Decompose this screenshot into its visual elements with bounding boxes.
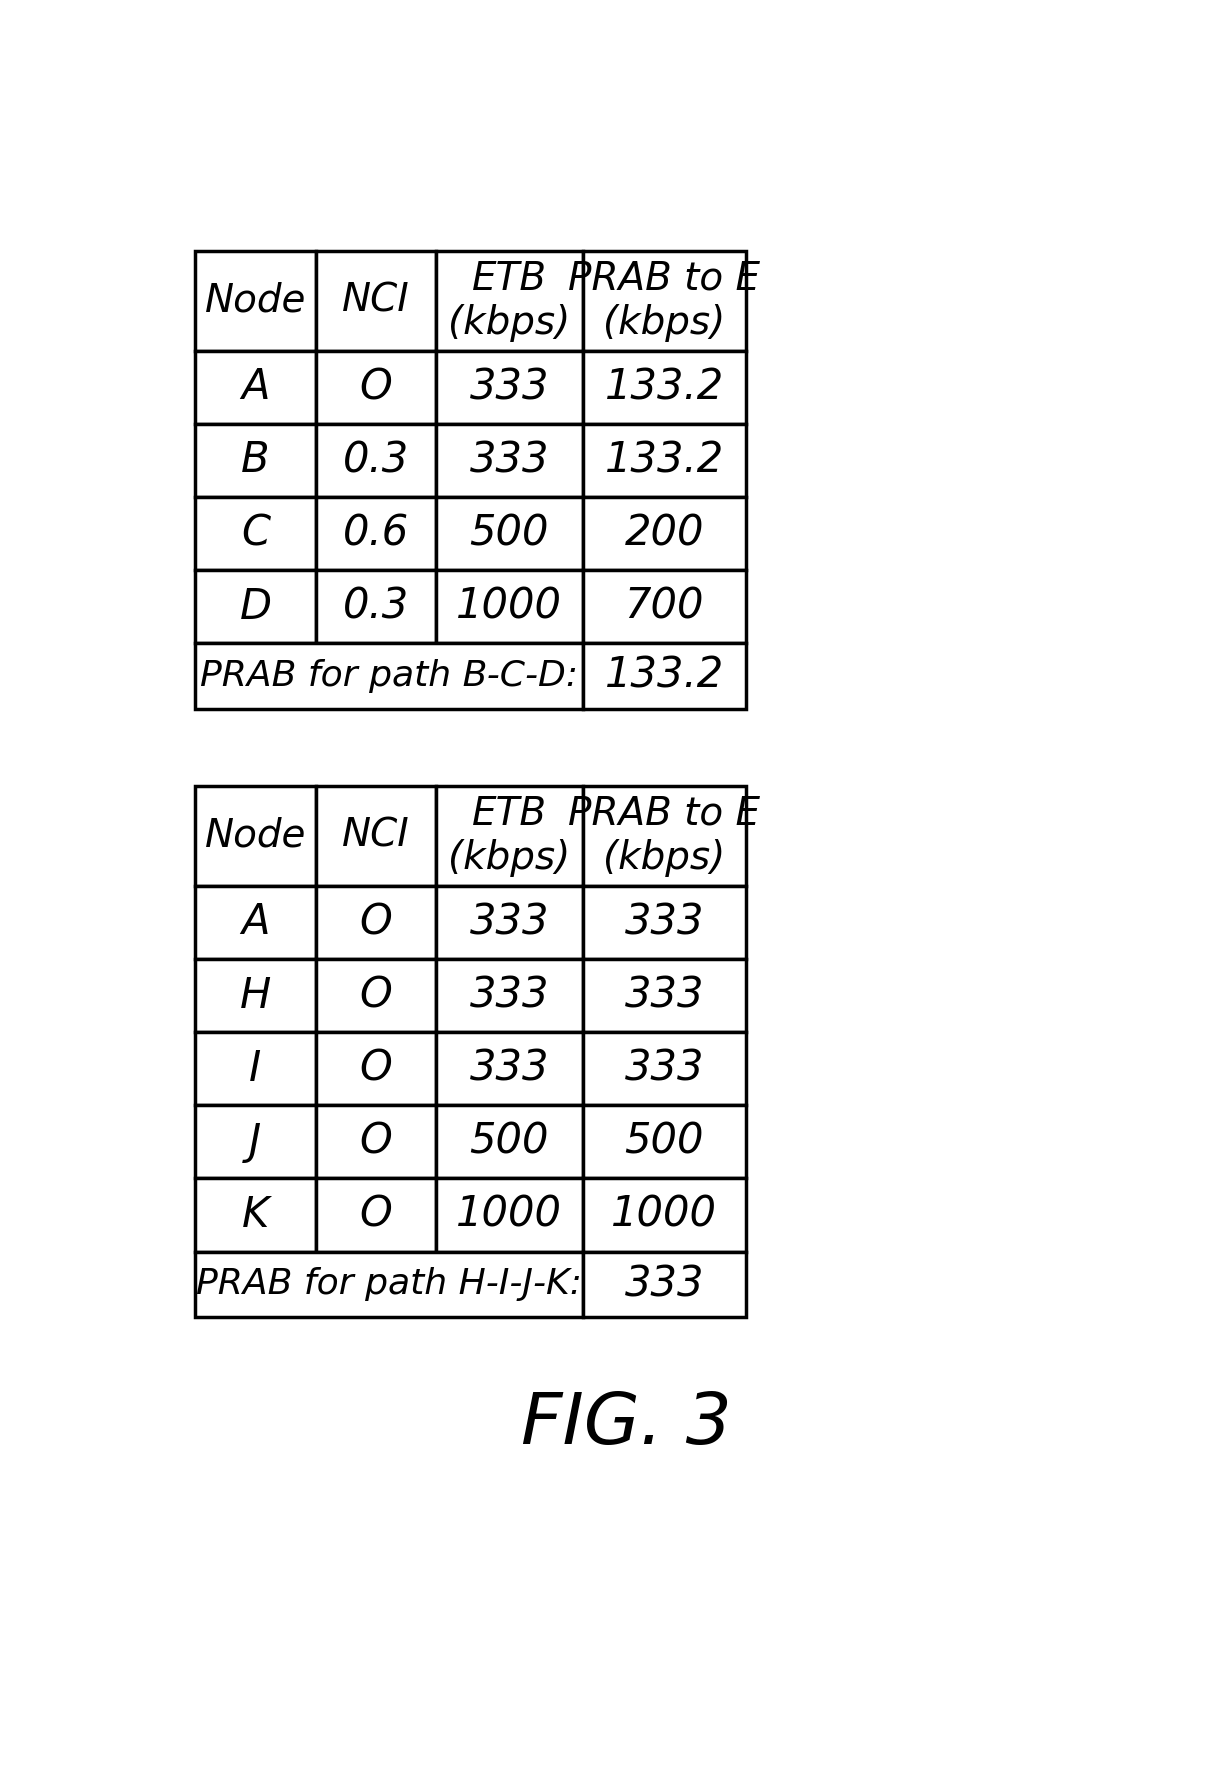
Bar (315, 571, 435, 643)
Text: ETB
(kbps): ETB (kbps) (448, 260, 571, 341)
Bar (435, 251, 583, 350)
Text: O: O (359, 366, 392, 408)
Text: 133.2: 133.2 (605, 656, 723, 696)
Text: 1000: 1000 (611, 1194, 717, 1235)
Text: A: A (241, 901, 270, 944)
Text: K: K (242, 1194, 269, 1235)
Bar (196, 1104, 315, 1179)
Text: A: A (241, 366, 270, 408)
Text: 1000: 1000 (456, 1194, 562, 1235)
Text: D: D (240, 585, 271, 627)
Text: 333: 333 (469, 901, 549, 944)
Bar (196, 786, 315, 885)
Text: 200: 200 (624, 512, 704, 555)
Bar (583, 885, 745, 959)
Text: H: H (240, 975, 271, 1016)
Bar (435, 350, 583, 424)
Text: Node: Node (205, 816, 307, 855)
Bar (315, 1032, 435, 1104)
Bar (583, 571, 745, 643)
Bar (583, 1032, 745, 1104)
Text: 0.3: 0.3 (342, 585, 408, 627)
Bar (435, 959, 583, 1032)
Text: 133.2: 133.2 (605, 440, 723, 481)
Bar (583, 497, 745, 571)
Bar (435, 571, 583, 643)
Bar (196, 1032, 315, 1104)
Text: C: C (241, 512, 270, 555)
Text: PRAB to E
(kbps): PRAB to E (kbps) (568, 795, 760, 876)
Text: O: O (359, 1048, 392, 1090)
Text: 333: 333 (469, 1048, 549, 1090)
Bar (315, 350, 435, 424)
Bar (315, 885, 435, 959)
Text: 133.2: 133.2 (605, 366, 723, 408)
Bar (196, 350, 315, 424)
Text: O: O (359, 1194, 392, 1235)
Text: B: B (241, 440, 270, 481)
Text: NCI: NCI (342, 281, 409, 320)
Bar (196, 251, 315, 350)
Bar (315, 1179, 435, 1251)
Bar (196, 643, 583, 709)
Text: NCI: NCI (342, 816, 409, 855)
Bar (583, 251, 745, 350)
Text: 333: 333 (469, 975, 549, 1016)
Bar (315, 959, 435, 1032)
Text: O: O (359, 1120, 392, 1163)
Bar (196, 885, 315, 959)
Bar (315, 251, 435, 350)
Text: 500: 500 (469, 1120, 549, 1163)
Text: 0.3: 0.3 (342, 440, 408, 481)
Text: 333: 333 (624, 1048, 704, 1090)
Text: J: J (249, 1120, 262, 1163)
Text: 1000: 1000 (456, 585, 562, 627)
Bar (583, 350, 745, 424)
Text: ETB
(kbps): ETB (kbps) (448, 795, 571, 876)
Bar (435, 1179, 583, 1251)
Bar (315, 497, 435, 571)
Text: I: I (249, 1048, 262, 1090)
Text: FIG. 3: FIG. 3 (521, 1391, 732, 1460)
Bar (583, 786, 745, 885)
Text: PRAB for path H-I-J-K:: PRAB for path H-I-J-K: (197, 1267, 582, 1301)
Text: 333: 333 (624, 975, 704, 1016)
Bar (435, 1104, 583, 1179)
Bar (196, 1179, 315, 1251)
Text: 500: 500 (469, 512, 549, 555)
Text: 700: 700 (624, 585, 704, 627)
Text: PRAB for path B-C-D:: PRAB for path B-C-D: (200, 659, 578, 693)
Text: O: O (359, 901, 392, 944)
Bar (583, 959, 745, 1032)
Bar (583, 1179, 745, 1251)
Bar (315, 786, 435, 885)
Bar (196, 959, 315, 1032)
Bar (196, 571, 315, 643)
Bar (196, 424, 315, 497)
Text: 333: 333 (624, 901, 704, 944)
Bar (583, 643, 745, 709)
Bar (583, 424, 745, 497)
Bar (435, 497, 583, 571)
Bar (435, 885, 583, 959)
Text: 333: 333 (469, 440, 549, 481)
Bar (435, 424, 583, 497)
Bar (315, 1104, 435, 1179)
Bar (196, 1251, 583, 1316)
Bar (435, 786, 583, 885)
Bar (196, 497, 315, 571)
Bar (583, 1251, 745, 1316)
Text: 333: 333 (624, 1263, 704, 1306)
Text: 0.6: 0.6 (342, 512, 408, 555)
Text: Node: Node (205, 281, 307, 320)
Text: PRAB to E
(kbps): PRAB to E (kbps) (568, 260, 760, 341)
Bar (315, 424, 435, 497)
Text: O: O (359, 975, 392, 1016)
Bar (583, 1104, 745, 1179)
Text: 500: 500 (624, 1120, 704, 1163)
Text: 333: 333 (469, 366, 549, 408)
Bar (435, 1032, 583, 1104)
